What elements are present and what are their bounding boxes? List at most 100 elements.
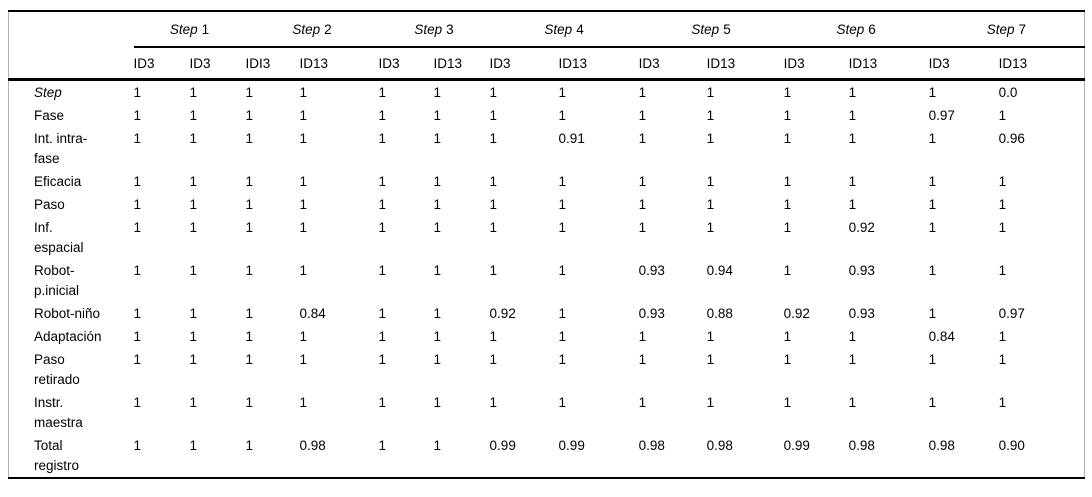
value-cell: 1 bbox=[245, 306, 254, 321]
value-cell: 1 bbox=[133, 174, 142, 189]
value-cell: 1 bbox=[299, 395, 308, 410]
value-cell: 1 bbox=[378, 395, 387, 410]
subheader-row: ID3 ID3 IDI3 ID13 ID3 ID13 ID3 ID13 ID3 ID13 ID3 ID… bbox=[9, 47, 1085, 81]
value-cell: 1 bbox=[558, 108, 567, 123]
value-cell: 1 bbox=[558, 352, 567, 367]
table-row: Paso retirado 1 1 1 1 1 1 1 1 1 1 1 1 1 1 bbox=[9, 348, 1085, 391]
row-label-line: Int. intra- bbox=[34, 131, 88, 146]
value-cell: 1 bbox=[189, 329, 198, 344]
group-header-number: 3 bbox=[446, 21, 454, 37]
value-cell: 1 bbox=[433, 352, 442, 367]
group-header-step-6: Step 6 bbox=[783, 11, 929, 48]
value-cell: 0.98 bbox=[848, 438, 875, 453]
subheader-col-3: IDI3 bbox=[245, 47, 300, 81]
group-header-step-7: Step 7 bbox=[928, 11, 1085, 48]
value-cell: 0.96 bbox=[998, 131, 1025, 146]
value-cell: 0.91 bbox=[558, 131, 585, 146]
row-label-line: Robot-niño bbox=[34, 306, 101, 321]
subheader-col-5: ID3 bbox=[378, 47, 434, 81]
row-label: Instr. maestra bbox=[9, 391, 134, 434]
row-label-line: registro bbox=[34, 458, 80, 473]
value-cell: 1 bbox=[189, 131, 198, 146]
value-cell: 1 bbox=[245, 352, 254, 367]
value-cell: 1 bbox=[998, 352, 1007, 367]
value-cell: 1 bbox=[433, 329, 442, 344]
value-cell: 1 bbox=[133, 352, 142, 367]
value-cell: 1 bbox=[998, 395, 1007, 410]
subheader-col-10: ID13 bbox=[706, 47, 784, 81]
row-label-line: Paso bbox=[34, 197, 65, 212]
value-cell: 1 bbox=[998, 108, 1007, 123]
value-cell: 1 bbox=[433, 174, 442, 189]
group-header-step-1: Step 1 bbox=[133, 11, 246, 48]
value-cell: 1 bbox=[378, 85, 387, 100]
table-row: Inf. espacial 1 1 1 1 1 1 1 1 1 1 1 0.92 1 1 bbox=[9, 216, 1085, 259]
value-cell: 1 bbox=[928, 352, 937, 367]
value-cell: 0.94 bbox=[706, 263, 733, 278]
row-label: Robot-p.inicial bbox=[9, 259, 134, 302]
table-row: Robot-niño 1 1 1 0.84 1 1 0.92 1 0.93 0.88 0.92 0.93… bbox=[9, 302, 1085, 325]
value-cell: 1 bbox=[433, 395, 442, 410]
value-cell: 1 bbox=[928, 131, 937, 146]
value-cell: 0.93 bbox=[848, 306, 875, 321]
value-cell: 1 bbox=[783, 197, 792, 212]
value-cell: 1 bbox=[378, 220, 387, 235]
value-cell: 0.98 bbox=[638, 438, 665, 453]
value-cell: 1 bbox=[378, 131, 387, 146]
value-cell: 1 bbox=[998, 174, 1007, 189]
value-cell: 1 bbox=[998, 220, 1007, 235]
row-label: Int. intra-fase bbox=[9, 127, 134, 170]
table-row: Robot-p.inicial 1 1 1 1 1 1 1 1 0.93 0.94 1 0.93 1 1 bbox=[9, 259, 1085, 302]
table-body: Step 1 1 1 1 1 1 1 1 1 1 1 1 1 0.0 Fase 1 1 1 1 1 1 1 1 1 1 1 1 0.97… bbox=[9, 80, 1085, 479]
value-cell: 1 bbox=[378, 197, 387, 212]
value-cell: 1 bbox=[189, 174, 198, 189]
value-cell: 1 bbox=[133, 220, 142, 235]
value-cell: 0.92 bbox=[489, 306, 516, 321]
subheader-col-12: ID13 bbox=[848, 47, 929, 81]
value-cell: 1 bbox=[189, 306, 198, 321]
value-cell: 1 bbox=[783, 85, 792, 100]
group-header-step-3: Step 3 bbox=[378, 11, 490, 48]
value-cell: 1 bbox=[245, 197, 254, 212]
value-cell: 1 bbox=[848, 108, 857, 123]
value-cell: 1 bbox=[433, 306, 442, 321]
row-label-line: Robot- bbox=[34, 263, 75, 278]
group-header-row: Step 1 Step 2 Step 3 Step 4 Step 5 Step 6 Step 7 bbox=[8, 11, 1085, 81]
value-cell: 1 bbox=[928, 395, 937, 410]
subheader-col-8: ID13 bbox=[558, 47, 639, 81]
row-label: Total registro bbox=[9, 434, 134, 478]
value-cell: 1 bbox=[133, 306, 142, 321]
group-header-number: 4 bbox=[576, 21, 584, 37]
value-cell: 1 bbox=[783, 352, 792, 367]
group-header-number: 5 bbox=[723, 21, 731, 37]
row-label-line: Inf. bbox=[34, 220, 53, 235]
value-cell: 0.93 bbox=[638, 263, 665, 278]
value-cell: 1 bbox=[783, 108, 792, 123]
value-cell: 1 bbox=[706, 352, 715, 367]
value-cell: 1 bbox=[245, 174, 254, 189]
value-cell: 1 bbox=[378, 329, 387, 344]
value-cell: 0.90 bbox=[998, 438, 1025, 453]
table-row: Total registro 1 1 1 0.98 1 1 0.99 0.99 0.98 0.98 0.… bbox=[9, 434, 1085, 478]
value-cell: 1 bbox=[133, 108, 142, 123]
value-cell: 1 bbox=[783, 220, 792, 235]
value-cell: 1 bbox=[783, 395, 792, 410]
row-label: Step bbox=[9, 80, 134, 105]
row-label: Paso retirado bbox=[9, 348, 134, 391]
table-header: Step 1 Step 2 Step 3 Step 4 Step 5 Step 6 Step 7 ID3 I… bbox=[8, 11, 1085, 81]
group-header-step-5: Step 5 bbox=[638, 11, 784, 48]
group-header-word: Step bbox=[414, 21, 443, 37]
value-cell: 0.88 bbox=[706, 306, 733, 321]
row-label: Adaptación bbox=[9, 325, 134, 348]
value-cell: 1 bbox=[848, 197, 857, 212]
value-cell: 1 bbox=[558, 85, 567, 100]
value-cell: 1 bbox=[378, 174, 387, 189]
row-label-line: maestra bbox=[34, 415, 83, 430]
value-cell: 1 bbox=[133, 131, 142, 146]
value-cell: 1 bbox=[189, 263, 198, 278]
value-cell: 1 bbox=[378, 352, 387, 367]
value-cell: 1 bbox=[848, 131, 857, 146]
group-header-number: 6 bbox=[868, 21, 876, 37]
value-cell: 1 bbox=[245, 131, 254, 146]
value-cell: 1 bbox=[433, 263, 442, 278]
